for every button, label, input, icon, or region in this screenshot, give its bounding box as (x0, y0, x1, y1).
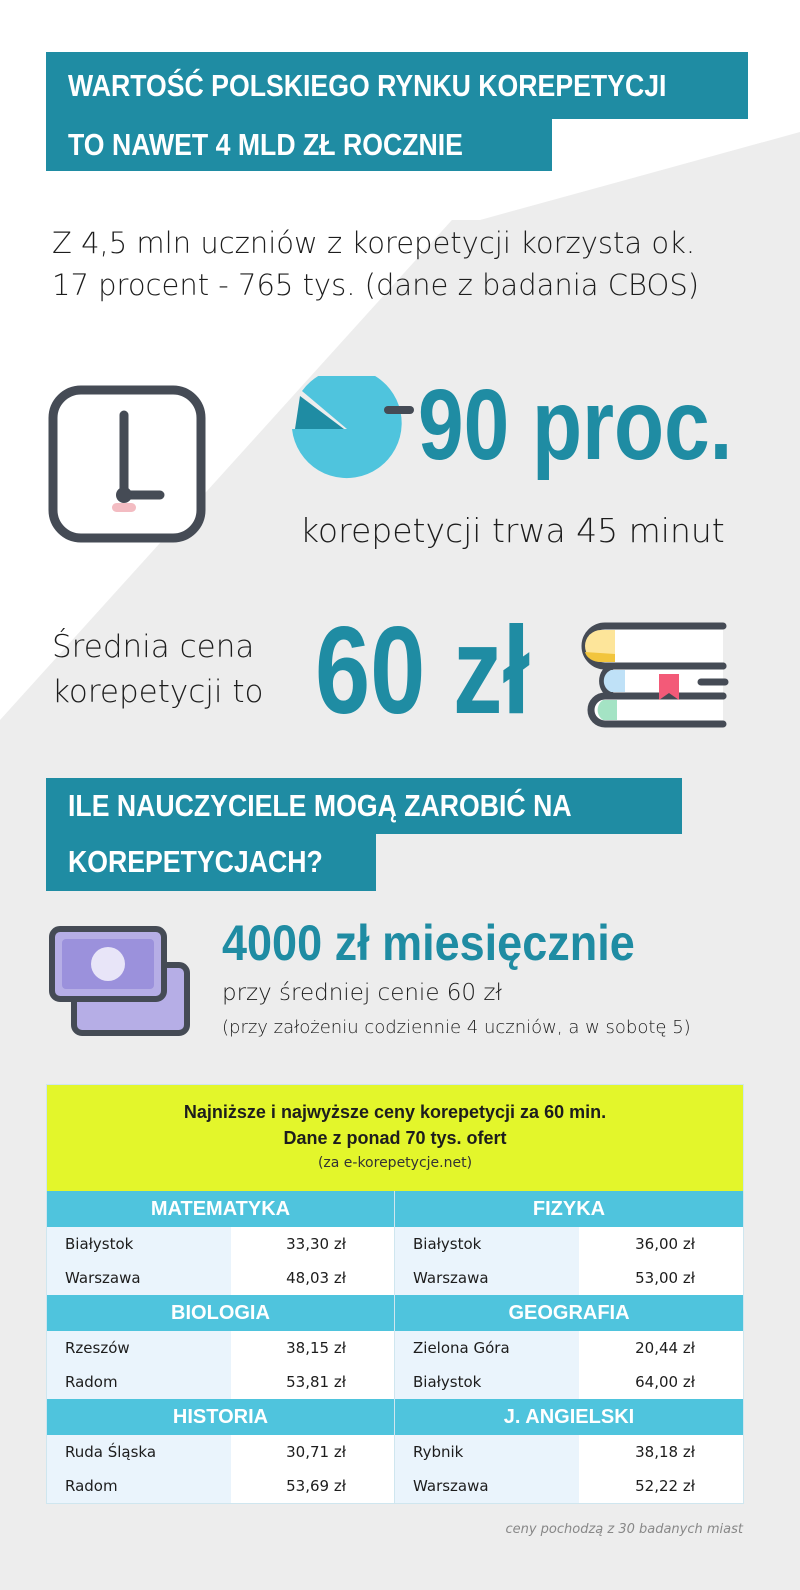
table-row: Radom 53,69 zł (47, 1469, 394, 1503)
earnings-line-2: (przy założeniu codziennie 4 uczniów, a … (222, 1017, 691, 1038)
subject-header: BIOLOGIA (47, 1295, 394, 1331)
city-cell: Warszawa (47, 1261, 231, 1295)
table-row: Białystok 36,00 zł (395, 1227, 743, 1261)
city-cell: Białystok (395, 1365, 580, 1399)
city-cell: Warszawa (395, 1469, 580, 1503)
price-cell: 53,81 zł (286, 1373, 346, 1391)
subject-header: GEOGRAFIA (395, 1295, 743, 1331)
table-row: Zielona Góra 20,44 zł (395, 1331, 743, 1365)
price-cell: 38,18 zł (635, 1443, 695, 1461)
price-value: 60 zł (315, 602, 531, 740)
price-cell: 48,03 zł (286, 1269, 346, 1287)
header-line-2: TO NAWET 4 MLD ZŁ ROCZNIE (46, 118, 552, 171)
city-cell: Białystok (395, 1227, 580, 1261)
price-cell: 53,69 zł (286, 1477, 346, 1495)
money-icon (49, 926, 190, 1036)
price-cell: 53,00 zł (635, 1269, 695, 1287)
table-row: Warszawa 48,03 zł (47, 1261, 394, 1295)
intro-text: Z 4,5 mln uczniów z korepetycji korzysta… (52, 222, 699, 306)
subject-header: HISTORIA (47, 1399, 394, 1435)
table-source: (za e-korepetycje.net) (317, 1155, 473, 1171)
price-label: Średnia cena korepetycji to (52, 625, 263, 715)
subject-header: FIZYKA (395, 1191, 743, 1227)
city-cell: Radom (47, 1365, 231, 1399)
subject-header: MATEMATYKA (47, 1191, 394, 1227)
price-cell: 20,44 zł (635, 1339, 695, 1357)
table-row: Radom 53,81 zł (47, 1365, 394, 1399)
price-label-line-1: Średnia cena (52, 629, 255, 665)
subject-block: GEOGRAFIA Zielona Góra 20,44 zł Białystok 64… (395, 1295, 743, 1399)
table-title-1: Najniższe i najwyższe ceny korepetycji z… (183, 1102, 607, 1122)
city-cell: Rybnik (395, 1435, 580, 1469)
header-line-1: WARTOŚĆ POLSKIEGO RYNKU KOREPETYCJI (46, 52, 748, 119)
city-cell: Rzeszów (47, 1331, 231, 1365)
table-row: Ruda Śląska 30,71 zł (47, 1435, 394, 1469)
table-row: Białystok 33,30 zł (47, 1227, 394, 1261)
table-title-2: Dane z ponad 70 tys. ofert (283, 1128, 507, 1148)
price-cell: 38,15 zł (286, 1339, 346, 1357)
price-cell: 33,30 zł (286, 1235, 346, 1253)
duration-value: 90 proc. (418, 369, 733, 481)
subject-block: J. ANGIELSKI Rybnik 38,18 zł Warszawa 52,22 … (395, 1399, 743, 1503)
price-cell: 36,00 zł (635, 1235, 695, 1253)
subjects-grid: MATEMATYKA Białystok 33,30 zł Warszawa 48,03… (47, 1191, 743, 1503)
price-cell: 64,00 zł (635, 1373, 695, 1391)
clock-icon (48, 385, 206, 543)
intro-line-1: Z 4,5 mln uczniów z korepetycji korzysta… (52, 226, 696, 260)
subject-header: J. ANGIELSKI (395, 1399, 743, 1435)
table-header: Najniższe i najwyższe ceny korepetycji z… (47, 1085, 743, 1191)
table-row: Rybnik 38,18 zł (395, 1435, 743, 1469)
subject-block: MATEMATYKA Białystok 33,30 zł Warszawa 48,03… (47, 1191, 395, 1295)
intro-line-2: 17 procent - 765 tys. (dane z badania CB… (52, 268, 700, 302)
pie-chart-icon (292, 376, 414, 479)
price-cell: 30,71 zł (286, 1443, 346, 1461)
price-label-line-2: korepetycji to (52, 674, 264, 710)
earnings-line-1: przy średniej cenie 60 zł (222, 980, 502, 1006)
section2-line-1: ILE NAUCZYCIELE MOGĄ ZAROBIĆ NA (46, 778, 682, 834)
table-row: Białystok 64,00 zł (395, 1365, 743, 1399)
table-row: Rzeszów 38,15 zł (47, 1331, 394, 1365)
city-cell: Radom (47, 1469, 231, 1503)
subject-block: HISTORIA Ruda Śląska 30,71 zł Radom 53,69 zł (47, 1399, 395, 1503)
price-table: Najniższe i najwyższe ceny korepetycji z… (46, 1084, 744, 1504)
table-row: Warszawa 52,22 zł (395, 1469, 743, 1503)
duration-caption: korepetycji trwa 45 minut (300, 511, 725, 550)
table-row: Warszawa 53,00 zł (395, 1261, 743, 1295)
city-cell: Ruda Śląska (47, 1435, 231, 1469)
city-cell: Warszawa (395, 1261, 580, 1295)
earnings-value: 4000 zł miesięcznie (222, 915, 635, 971)
city-cell: Białystok (47, 1227, 231, 1261)
footnote: ceny pochodzą z 30 badanych miast (505, 1522, 743, 1537)
subject-block: BIOLOGIA Rzeszów 38,15 zł Radom 53,81 zł (47, 1295, 395, 1399)
price-cell: 52,22 zł (635, 1477, 695, 1495)
subject-block: FIZYKA Białystok 36,00 zł Warszawa 53,00 zł (395, 1191, 743, 1295)
section2-line-2: KOREPETYCJACH? (46, 833, 376, 891)
city-cell: Zielona Góra (395, 1331, 580, 1365)
books-icon (581, 622, 729, 728)
